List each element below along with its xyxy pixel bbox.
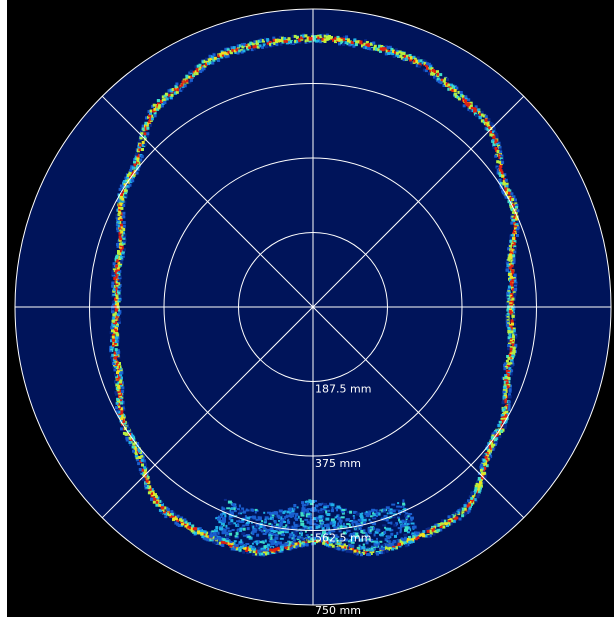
spoke-225	[101, 95, 314, 308]
radar-scan-viewer[interactable]: 187.5 mm 375 mm 562.5 mm 750 mm	[7, 0, 614, 617]
range-label-750: 750 mm	[315, 604, 361, 617]
range-label-375: 375 mm	[315, 457, 361, 470]
spoke-135	[101, 306, 314, 519]
polar-grid	[14, 8, 612, 606]
polar-scan-plot[interactable]: 187.5 mm 375 mm 562.5 mm 750 mm	[7, 0, 614, 617]
range-labels: 187.5 mm 375 mm 562.5 mm 750 mm	[315, 383, 371, 617]
range-label-562-5: 562.5 mm	[315, 532, 371, 545]
spoke-45	[312, 306, 525, 519]
spoke-315	[312, 95, 525, 308]
range-label-187-5: 187.5 mm	[315, 383, 371, 396]
